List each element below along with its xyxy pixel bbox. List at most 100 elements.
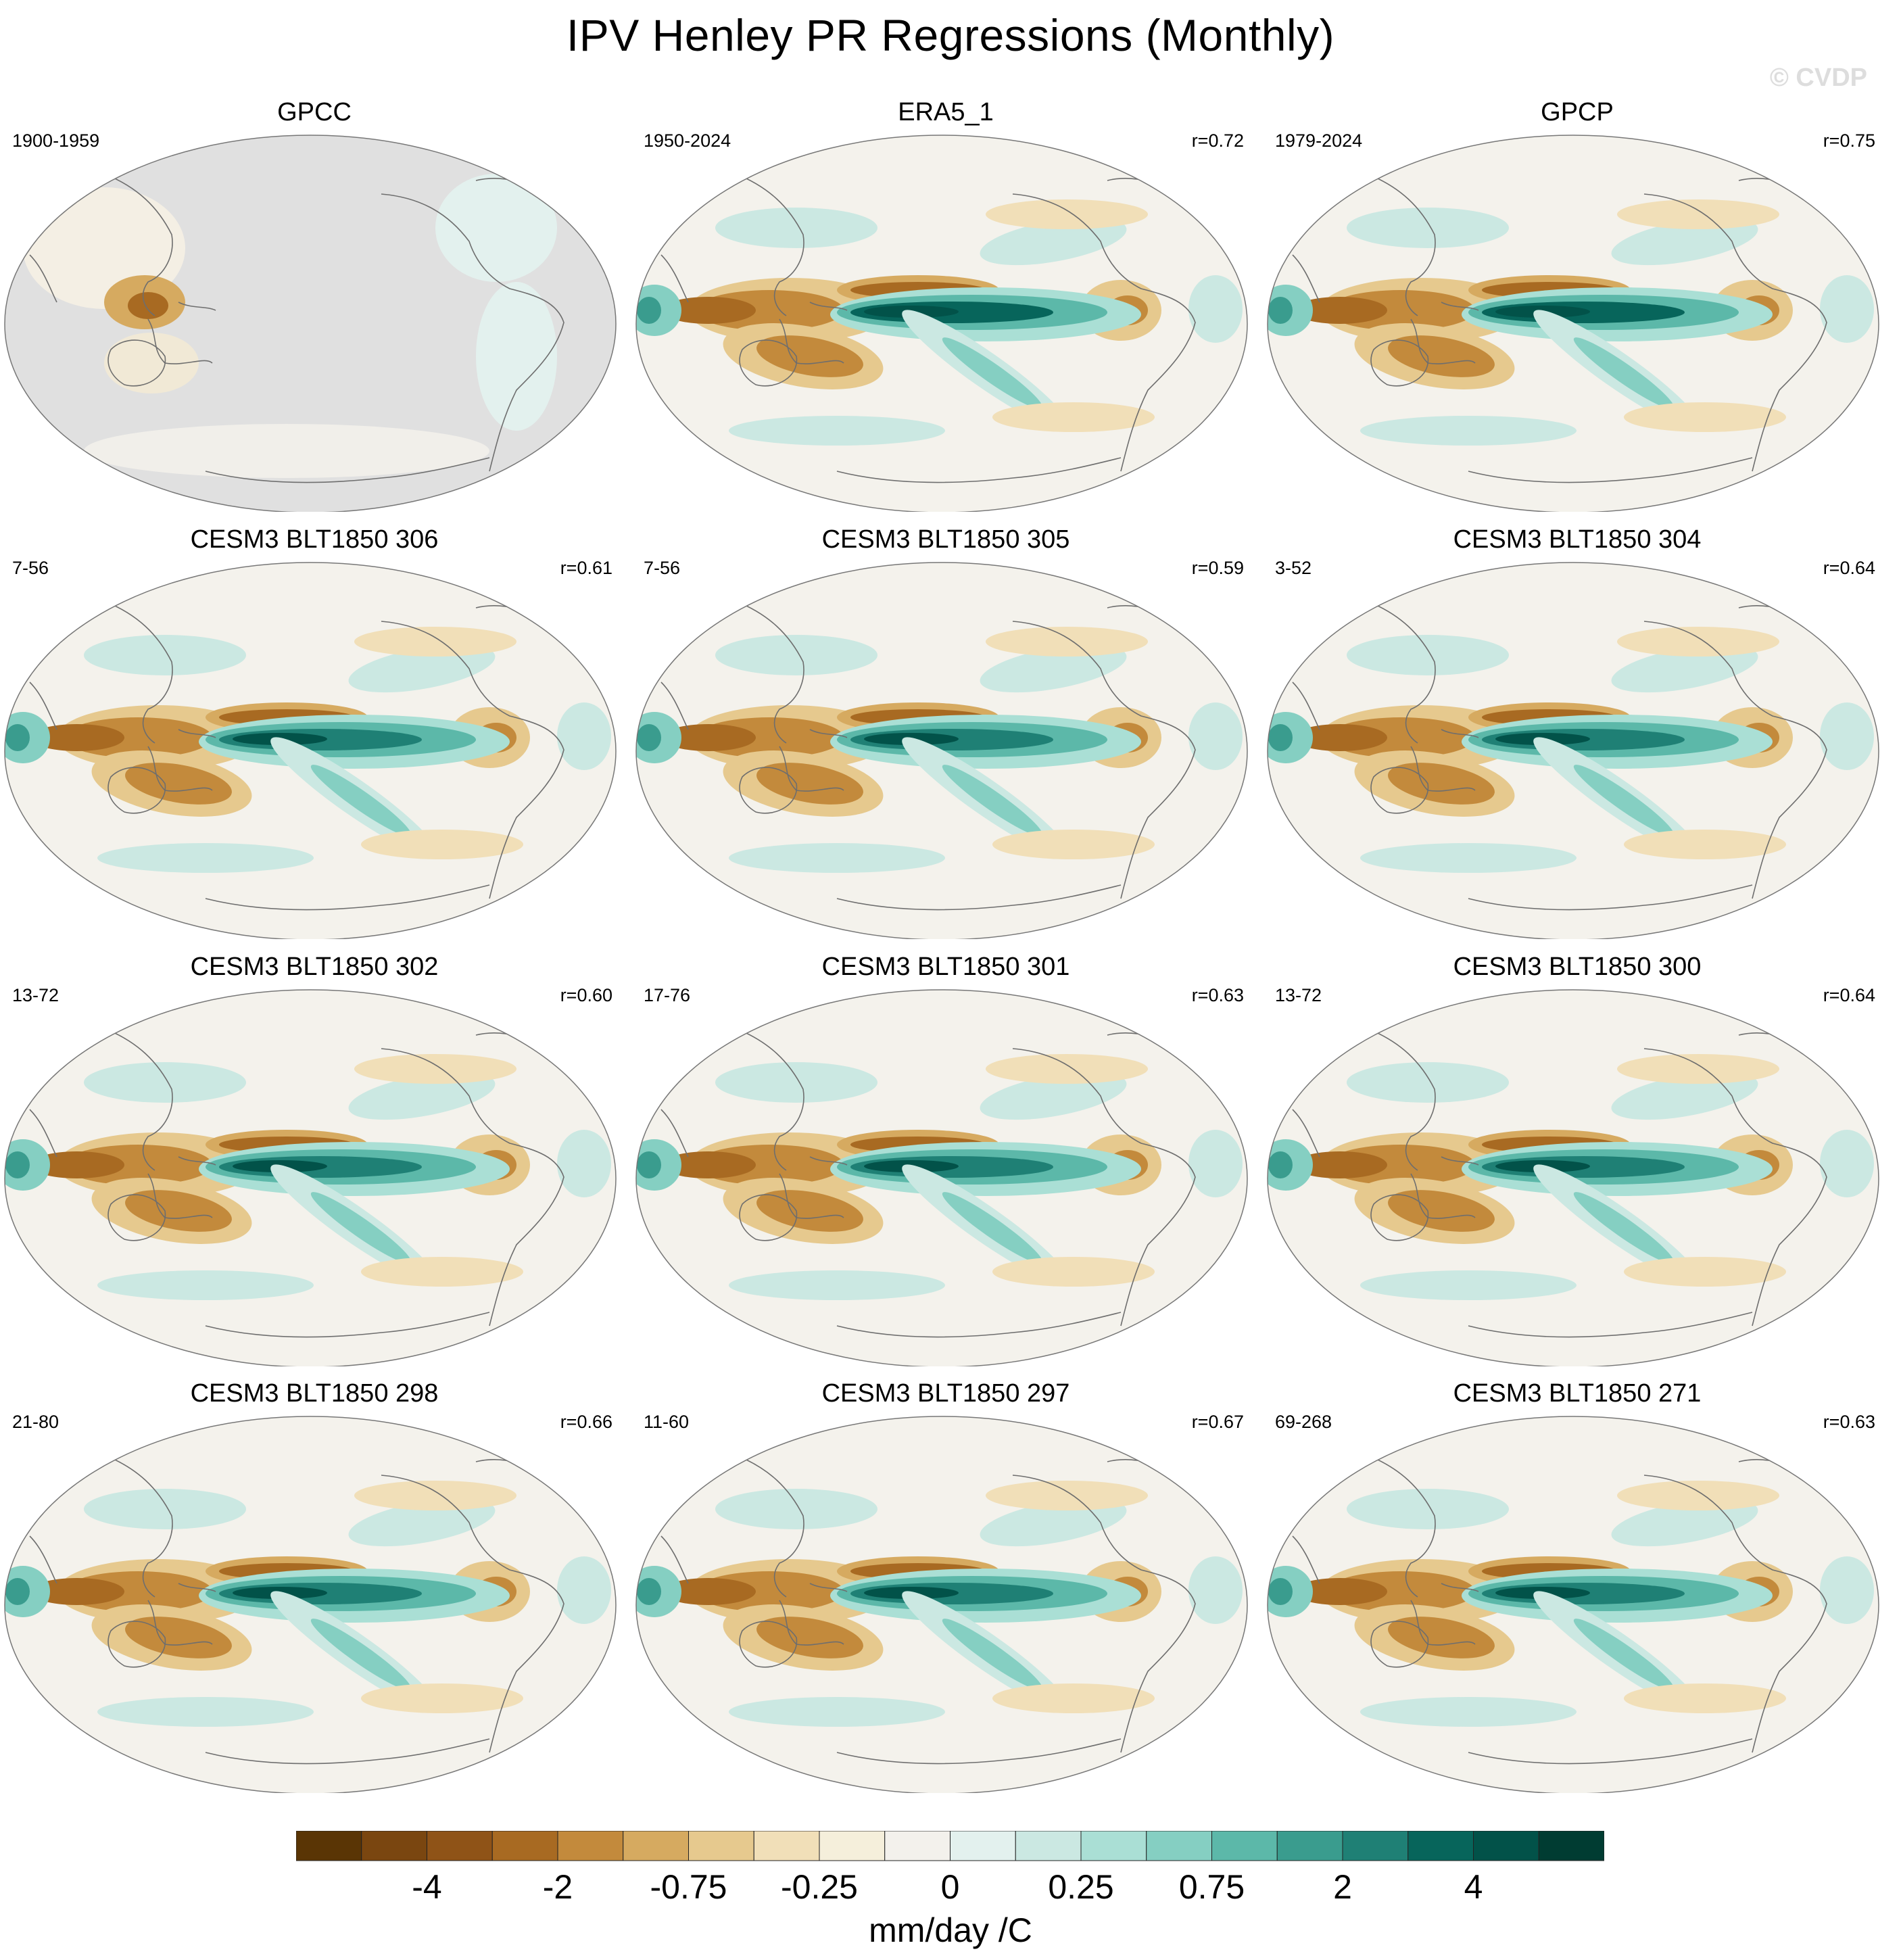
- panel-correlation: r=0.67: [1191, 1412, 1244, 1432]
- map-border: [1267, 1416, 1879, 1793]
- coastline: [1468, 884, 1753, 911]
- wet-anomaly-region: [1268, 1151, 1293, 1178]
- colorbar-swatch: [1015, 1831, 1082, 1861]
- coastline: [739, 1194, 798, 1241]
- wet-anomaly-region: [715, 1489, 877, 1529]
- coastline: [809, 1583, 848, 1592]
- panel-title: CESM3 BLT1850 300: [1453, 953, 1702, 981]
- colorbar-swatch: [623, 1831, 689, 1861]
- dry-anomaly-region: [661, 297, 756, 324]
- coastline: [1370, 767, 1429, 814]
- robinson-map: [4, 562, 617, 939]
- coastline: [1643, 1048, 1827, 1326]
- wet-anomaly-region: [729, 1697, 945, 1727]
- coastline: [1643, 621, 1827, 899]
- coastline: [1366, 1454, 1436, 1598]
- dry-anomaly-region: [756, 335, 863, 377]
- dry-anomaly-region: [986, 627, 1148, 656]
- wet-anomaly-region: [1188, 275, 1243, 343]
- coastline: [1012, 621, 1196, 899]
- colorbar-swatch: [1146, 1831, 1212, 1861]
- map-border: [4, 989, 617, 1366]
- dry-anomaly-region: [661, 1578, 756, 1605]
- coastline: [1643, 1475, 1827, 1753]
- wet-anomaly-region: [1188, 1556, 1243, 1624]
- coastline: [809, 729, 848, 738]
- dry-anomaly-region: [756, 1617, 863, 1658]
- dry-anomaly-region: [1624, 1683, 1786, 1713]
- map-panel: GPCC 1900-1959: [0, 98, 629, 517]
- coastline: [739, 339, 798, 387]
- coastline: [205, 457, 490, 483]
- coastline: [103, 173, 173, 316]
- coastline: [205, 1312, 490, 1338]
- figure-title: IPV Henley PR Regressions (Monthly): [566, 10, 1335, 60]
- coastline: [739, 1621, 798, 1668]
- robinson-map: [635, 1416, 1248, 1793]
- wet-anomaly-region: [1188, 702, 1243, 770]
- panel-correlation: r=0.72: [1191, 130, 1244, 151]
- robinson-map: [1267, 562, 1879, 939]
- dry-anomaly-region: [1617, 199, 1779, 229]
- colorbar-swatch: [753, 1831, 820, 1861]
- wet-anomaly-region: [97, 843, 314, 873]
- dry-anomaly-region: [354, 627, 516, 656]
- coastline: [1012, 1475, 1196, 1753]
- coastline: [178, 1156, 216, 1166]
- panel-correlation: r=0.60: [560, 985, 612, 1005]
- dry-anomaly-region: [30, 724, 124, 751]
- wet-anomaly-region: [637, 1578, 661, 1605]
- wet-anomaly-region: [637, 297, 661, 324]
- panel-period: 17-76: [644, 985, 691, 1005]
- coastline: [735, 173, 804, 316]
- dry-anomaly-region: [125, 1190, 232, 1232]
- panel-period: 3-52: [1275, 558, 1312, 578]
- panel-period: 13-72: [1275, 985, 1322, 1005]
- map-border: [635, 1416, 1248, 1793]
- colorbar: [296, 1831, 1604, 1861]
- map-border: [1267, 135, 1879, 512]
- dry-anomaly-region: [354, 1481, 516, 1510]
- map-panel: CESM3 BLT1850 304 3-52 r=0.64: [1263, 525, 1892, 945]
- dry-anomaly-region: [1293, 1578, 1387, 1605]
- coastline: [836, 1312, 1122, 1338]
- map-border: [4, 1416, 617, 1793]
- panel-correlation: r=0.63: [1823, 1412, 1875, 1432]
- robinson-map: [635, 562, 1248, 939]
- dry-anomaly-region: [361, 1683, 523, 1713]
- map-border: [635, 562, 1248, 939]
- wet-anomaly-region: [5, 1151, 30, 1178]
- colorbar-swatch: [296, 1831, 362, 1861]
- wet-anomaly-region: [97, 1270, 314, 1300]
- panel-title: CESM3 BLT1850 305: [821, 525, 1070, 554]
- wet-anomaly-region: [1347, 635, 1509, 675]
- colorbar-swatch: [1211, 1831, 1278, 1861]
- wet-anomaly-region: [1573, 1619, 1675, 1690]
- wet-anomaly-region: [1573, 337, 1675, 409]
- wet-anomaly-region: [1820, 1556, 1874, 1624]
- colorbar-units: mm/day /C: [869, 1911, 1032, 1949]
- wet-anomaly-region: [715, 208, 877, 248]
- dry-anomaly-region: [1617, 1054, 1779, 1084]
- wet-anomaly-region: [715, 635, 877, 675]
- coastline: [103, 1454, 173, 1598]
- robinson-map: [4, 989, 617, 1366]
- dry-anomaly-region: [1293, 724, 1387, 751]
- map-border: [635, 135, 1248, 512]
- colorbar-swatch: [1407, 1831, 1474, 1861]
- coastline: [1012, 193, 1196, 472]
- wet-anomaly-region: [557, 1556, 611, 1624]
- coastline: [836, 457, 1122, 483]
- map-panel: GPCP 1979-2024 r=0.75: [1263, 98, 1892, 517]
- copyright-watermark: © CVDP: [1769, 64, 1867, 92]
- wet-anomaly-region: [97, 1697, 314, 1727]
- dry-anomaly-region: [354, 1054, 516, 1084]
- coastline: [178, 1583, 216, 1592]
- panel-title: CESM3 BLT1850 301: [821, 953, 1070, 981]
- map-border: [635, 989, 1248, 1366]
- coastline: [1012, 1048, 1196, 1326]
- dry-anomaly-region: [992, 1683, 1155, 1713]
- dry-anomaly-region: [30, 1578, 124, 1605]
- dry-anomaly-region: [1624, 1257, 1786, 1287]
- coastline: [1643, 193, 1827, 472]
